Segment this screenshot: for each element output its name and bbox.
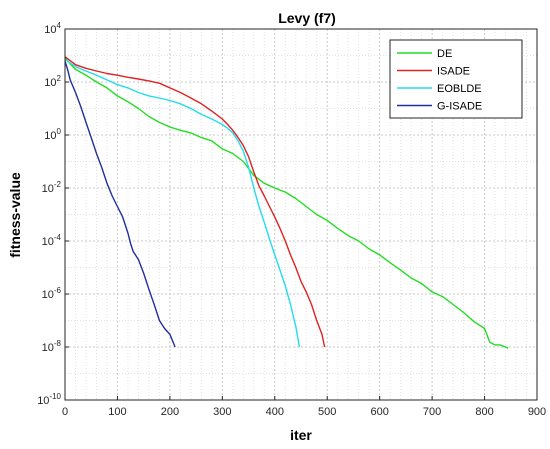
x-tick-label: 400 [266, 406, 284, 418]
plot-frame [64, 28, 538, 401]
y-axis-label: fitness-value [7, 172, 23, 258]
y-ticks: 10-10 10-8 10-6 10-4 10-2 100 102 104 [37, 21, 69, 407]
y-tick-label: 10-4 [42, 233, 62, 248]
y-tick-label: 102 [44, 74, 61, 89]
x-tick-label: 300 [213, 406, 231, 418]
legend-label-de: DE [437, 48, 452, 60]
chart-title: Levy (f7) [278, 10, 336, 26]
grid [65, 29, 537, 400]
y-tick-label: 10-6 [42, 286, 62, 301]
series-line-g-isade [64, 61, 176, 348]
series-line-eoblde [64, 59, 301, 348]
legend: DE ISADE EOBLDE G-ISADE [389, 39, 523, 119]
x-tick-label: 100 [108, 406, 126, 418]
series-layer [64, 56, 509, 349]
series-line-de [64, 57, 509, 349]
x-tick-label: 900 [528, 406, 546, 418]
x-ticks: 0 100 200 300 400 500 600 700 800 900 [62, 396, 546, 418]
y-tick-label: 104 [44, 21, 61, 36]
y-tick-label: 10-2 [42, 180, 62, 195]
x-tick-label: 800 [475, 406, 493, 418]
x-tick-label: 200 [161, 406, 179, 418]
x-tick-label: 500 [318, 406, 336, 418]
legend-label-eoblde: EOBLDE [437, 83, 482, 95]
legend-label-g-isade: G-ISADE [437, 101, 482, 113]
legend-label-isade: ISADE [437, 66, 470, 78]
y-tick-label: 10-10 [37, 392, 61, 407]
x-tick-label: 0 [62, 406, 68, 418]
y-tick-label: 10-8 [42, 339, 62, 354]
x-tick-label: 600 [370, 406, 388, 418]
x-axis-label: iter [290, 427, 312, 443]
y-tick-label: 100 [44, 127, 61, 142]
x-tick-label: 700 [423, 406, 441, 418]
series-line-isade [64, 56, 326, 348]
